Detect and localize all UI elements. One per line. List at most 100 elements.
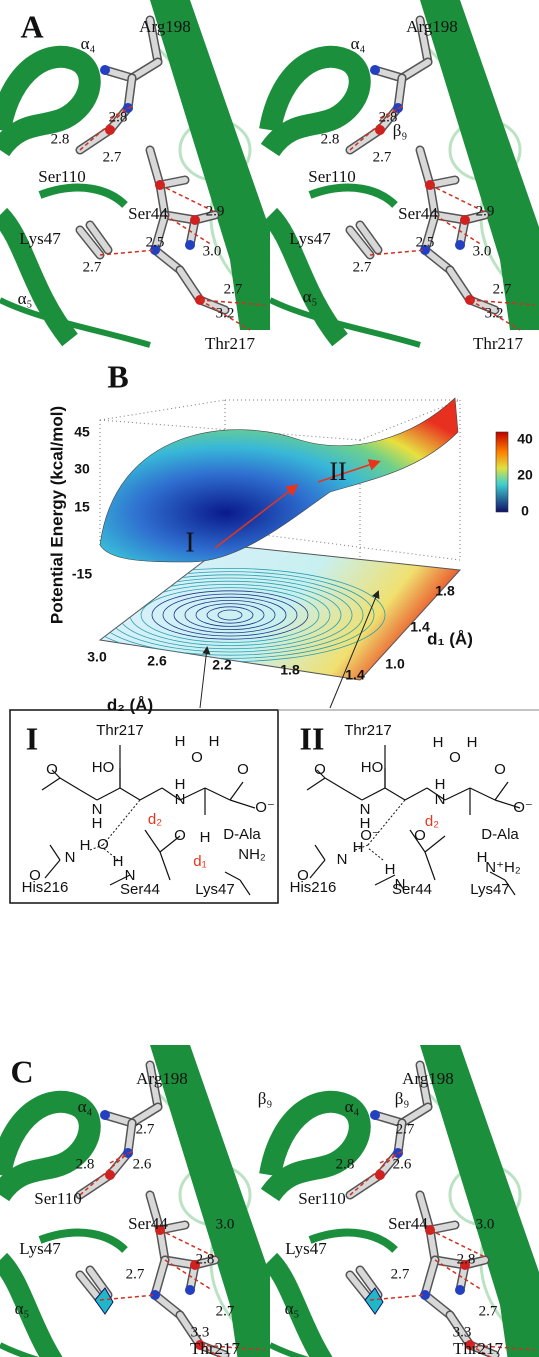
ribbon [0,1090,101,1202]
surface [99,397,459,563]
chem-bond [159,851,171,881]
chem-bond [51,769,61,779]
label: 2.7 [479,1303,498,1319]
label: 2.7 [396,1121,415,1137]
label: α₅ [285,1299,300,1318]
contour [151,590,309,640]
hbond [79,1152,129,1196]
chem-bond [229,781,244,801]
ribbon [420,0,539,330]
pointer [199,646,211,709]
label: 2.9 [206,203,225,219]
label: N [92,801,103,818]
molecule-view [259,1045,539,1357]
label: 2.8 [321,131,340,147]
ribbon [262,1252,333,1357]
chem-bond [424,851,436,881]
bond [422,1292,453,1318]
label: I [26,720,38,756]
chem-bond [139,787,163,801]
ribbon [0,45,101,157]
label: Thr217 [190,1339,241,1357]
chem-bond [306,777,326,791]
ribbon [150,1045,270,1357]
label: His216 [22,879,69,896]
label: d₁ (Å) [427,629,473,648]
label: H [209,733,220,750]
hbond [199,299,251,331]
label: 2.6 [147,653,167,669]
label: α₄ [351,34,366,53]
atom [105,125,115,135]
path-arrow [317,459,381,483]
label: 2.6 [393,1156,412,1172]
bond [417,1062,431,1110]
contour [184,600,276,631]
label: 0 [521,503,529,519]
hbond [469,1344,536,1351]
hbond [159,184,216,213]
label: 1.8 [280,662,300,678]
contour [173,596,287,634]
hbond [159,1229,216,1258]
bond [152,247,183,273]
bond [162,212,198,223]
label: Lys47 [285,1239,327,1258]
hbond [379,104,406,119]
ribbon [0,1342,39,1357]
label: Thr217 [96,722,144,739]
chem-bond [239,879,251,896]
label: C [10,1053,33,1089]
chem-bond [224,871,241,881]
bond [125,1120,135,1156]
chem-bond [79,789,98,801]
label: 1.8 [435,583,455,599]
chem-bond [161,787,181,801]
contour [206,606,254,624]
chem-bond [426,787,446,801]
chem-bond [344,789,363,801]
chem-bond [361,787,386,801]
scheme-box [9,709,279,904]
chem-bond [229,799,256,809]
label: Ser110 [34,1189,82,1208]
ribbon [308,183,398,208]
hbond [164,1259,213,1291]
label: 2.7 [216,1303,235,1319]
chem-bond [41,777,61,791]
label: H [477,849,488,866]
bond [399,1104,431,1126]
molecule-view [0,0,270,348]
label: N⁺H₂ [485,859,521,876]
label: 3.2 [216,305,235,321]
label: Ser44 [398,204,438,223]
atom [190,215,200,225]
label: O [46,761,58,778]
label: α₅ [18,289,33,308]
label: NH₂ [238,846,266,863]
atom [150,245,160,255]
label: d₂ [425,813,439,830]
label: H [360,815,371,832]
label: N [395,876,406,893]
atom [185,240,195,250]
label: 2.7 [83,259,102,275]
label: O [494,761,506,778]
label: α₄ [345,1097,360,1116]
label: 2.7 [493,281,512,297]
bond [432,1257,468,1268]
label: H [200,829,211,846]
label: 3.3 [453,1324,472,1340]
box-edge [99,399,226,421]
label: 1.0 [385,656,405,672]
hbond [349,107,399,151]
ribbon [259,1090,371,1202]
atom [190,1260,200,1270]
bond [347,127,383,153]
label: Thr217 [473,334,524,353]
label: Ser44 [388,1214,428,1233]
label: O [97,836,109,853]
chem-bond [119,787,141,801]
label: H [385,861,396,878]
